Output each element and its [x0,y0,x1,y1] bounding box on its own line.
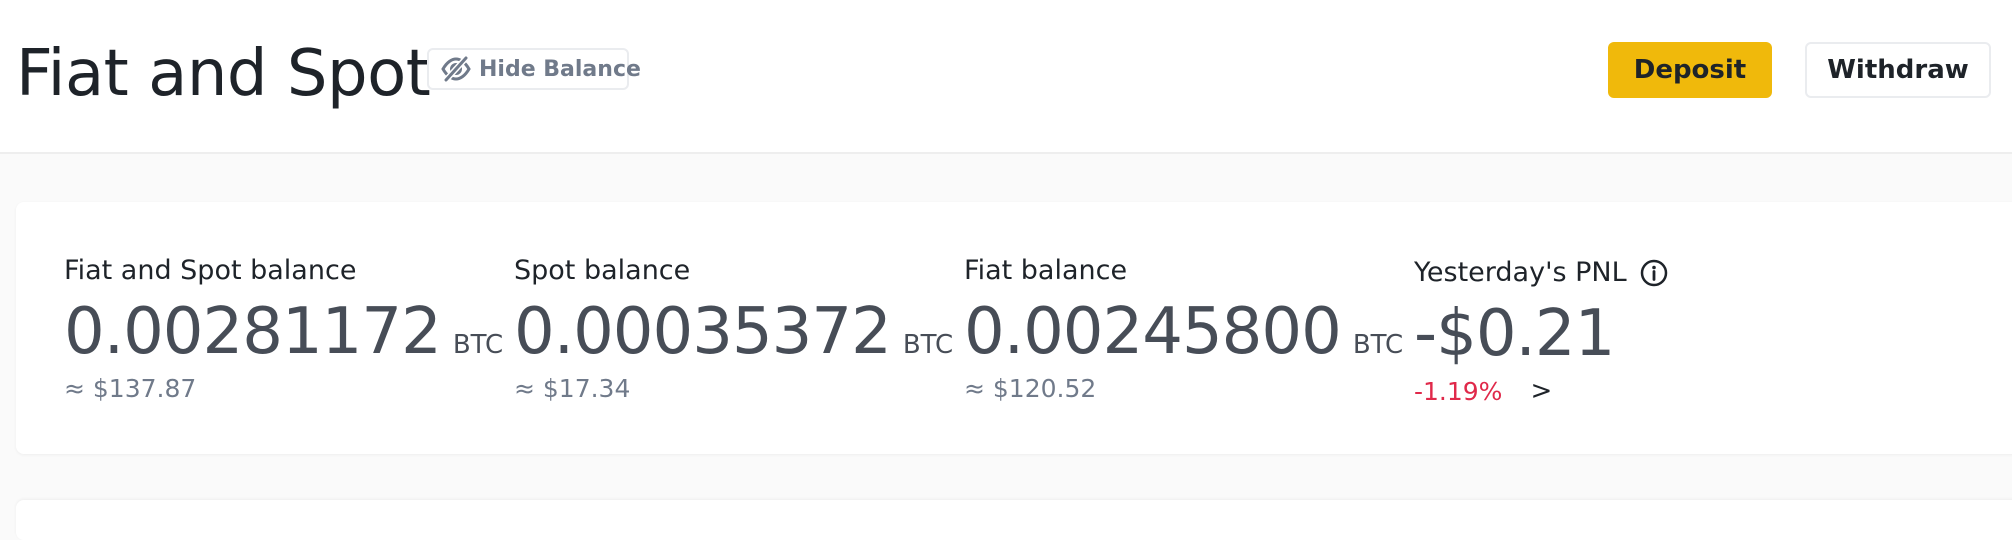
fiat-and-spot-balance: Fiat and Spot balance 0.00281172 BTC ≈ $… [64,254,503,403]
balance-summary-card: Fiat and Spot balance 0.00281172 BTC ≈ $… [16,202,2012,454]
balance-value: 0.00245800 [964,295,1342,369]
balance-label: Fiat balance [964,255,1128,286]
yesterdays-pnl: Yesterday's PNL -$0.21 -1.19% > [1414,256,1669,406]
balance-unit: BTC [902,330,954,360]
balance-unit: BTC [1352,330,1404,360]
page-header: Fiat and Spot Hide Balance Deposit Withd… [0,0,2012,154]
deposit-button[interactable]: Deposit [1608,42,1772,98]
balance-usd-approx: ≈ $137.87 [64,374,197,403]
withdraw-button[interactable]: Withdraw [1805,42,1991,98]
hide-balance-label: Hide Balance [479,56,641,82]
eye-slash-icon [441,56,471,82]
balance-usd-approx: ≈ $17.34 [514,374,631,403]
balance-label: Spot balance [514,255,691,286]
fiat-balance: Fiat balance 0.00245800 BTC ≈ $120.52 [964,254,1403,403]
balance-label: Fiat and Spot balance [64,255,357,286]
balance-usd-approx: ≈ $120.52 [964,374,1097,403]
balance-unit: BTC [452,330,504,360]
pnl-details-arrow[interactable]: > [1530,376,1553,406]
page-title: Fiat and Spot [16,37,431,111]
spot-balance: Spot balance 0.00035372 BTC ≈ $17.34 [514,254,953,403]
balance-value: 0.00281172 [64,295,442,369]
pnl-label: Yesterday's PNL [1414,257,1627,288]
pnl-change-percent: -1.19% [1414,376,1503,406]
info-icon[interactable] [1639,258,1669,288]
pnl-value: -$0.21 [1414,297,1615,371]
balance-value: 0.00035372 [514,295,892,369]
next-section-card [16,500,2012,540]
hide-balance-button[interactable]: Hide Balance [427,48,641,90]
